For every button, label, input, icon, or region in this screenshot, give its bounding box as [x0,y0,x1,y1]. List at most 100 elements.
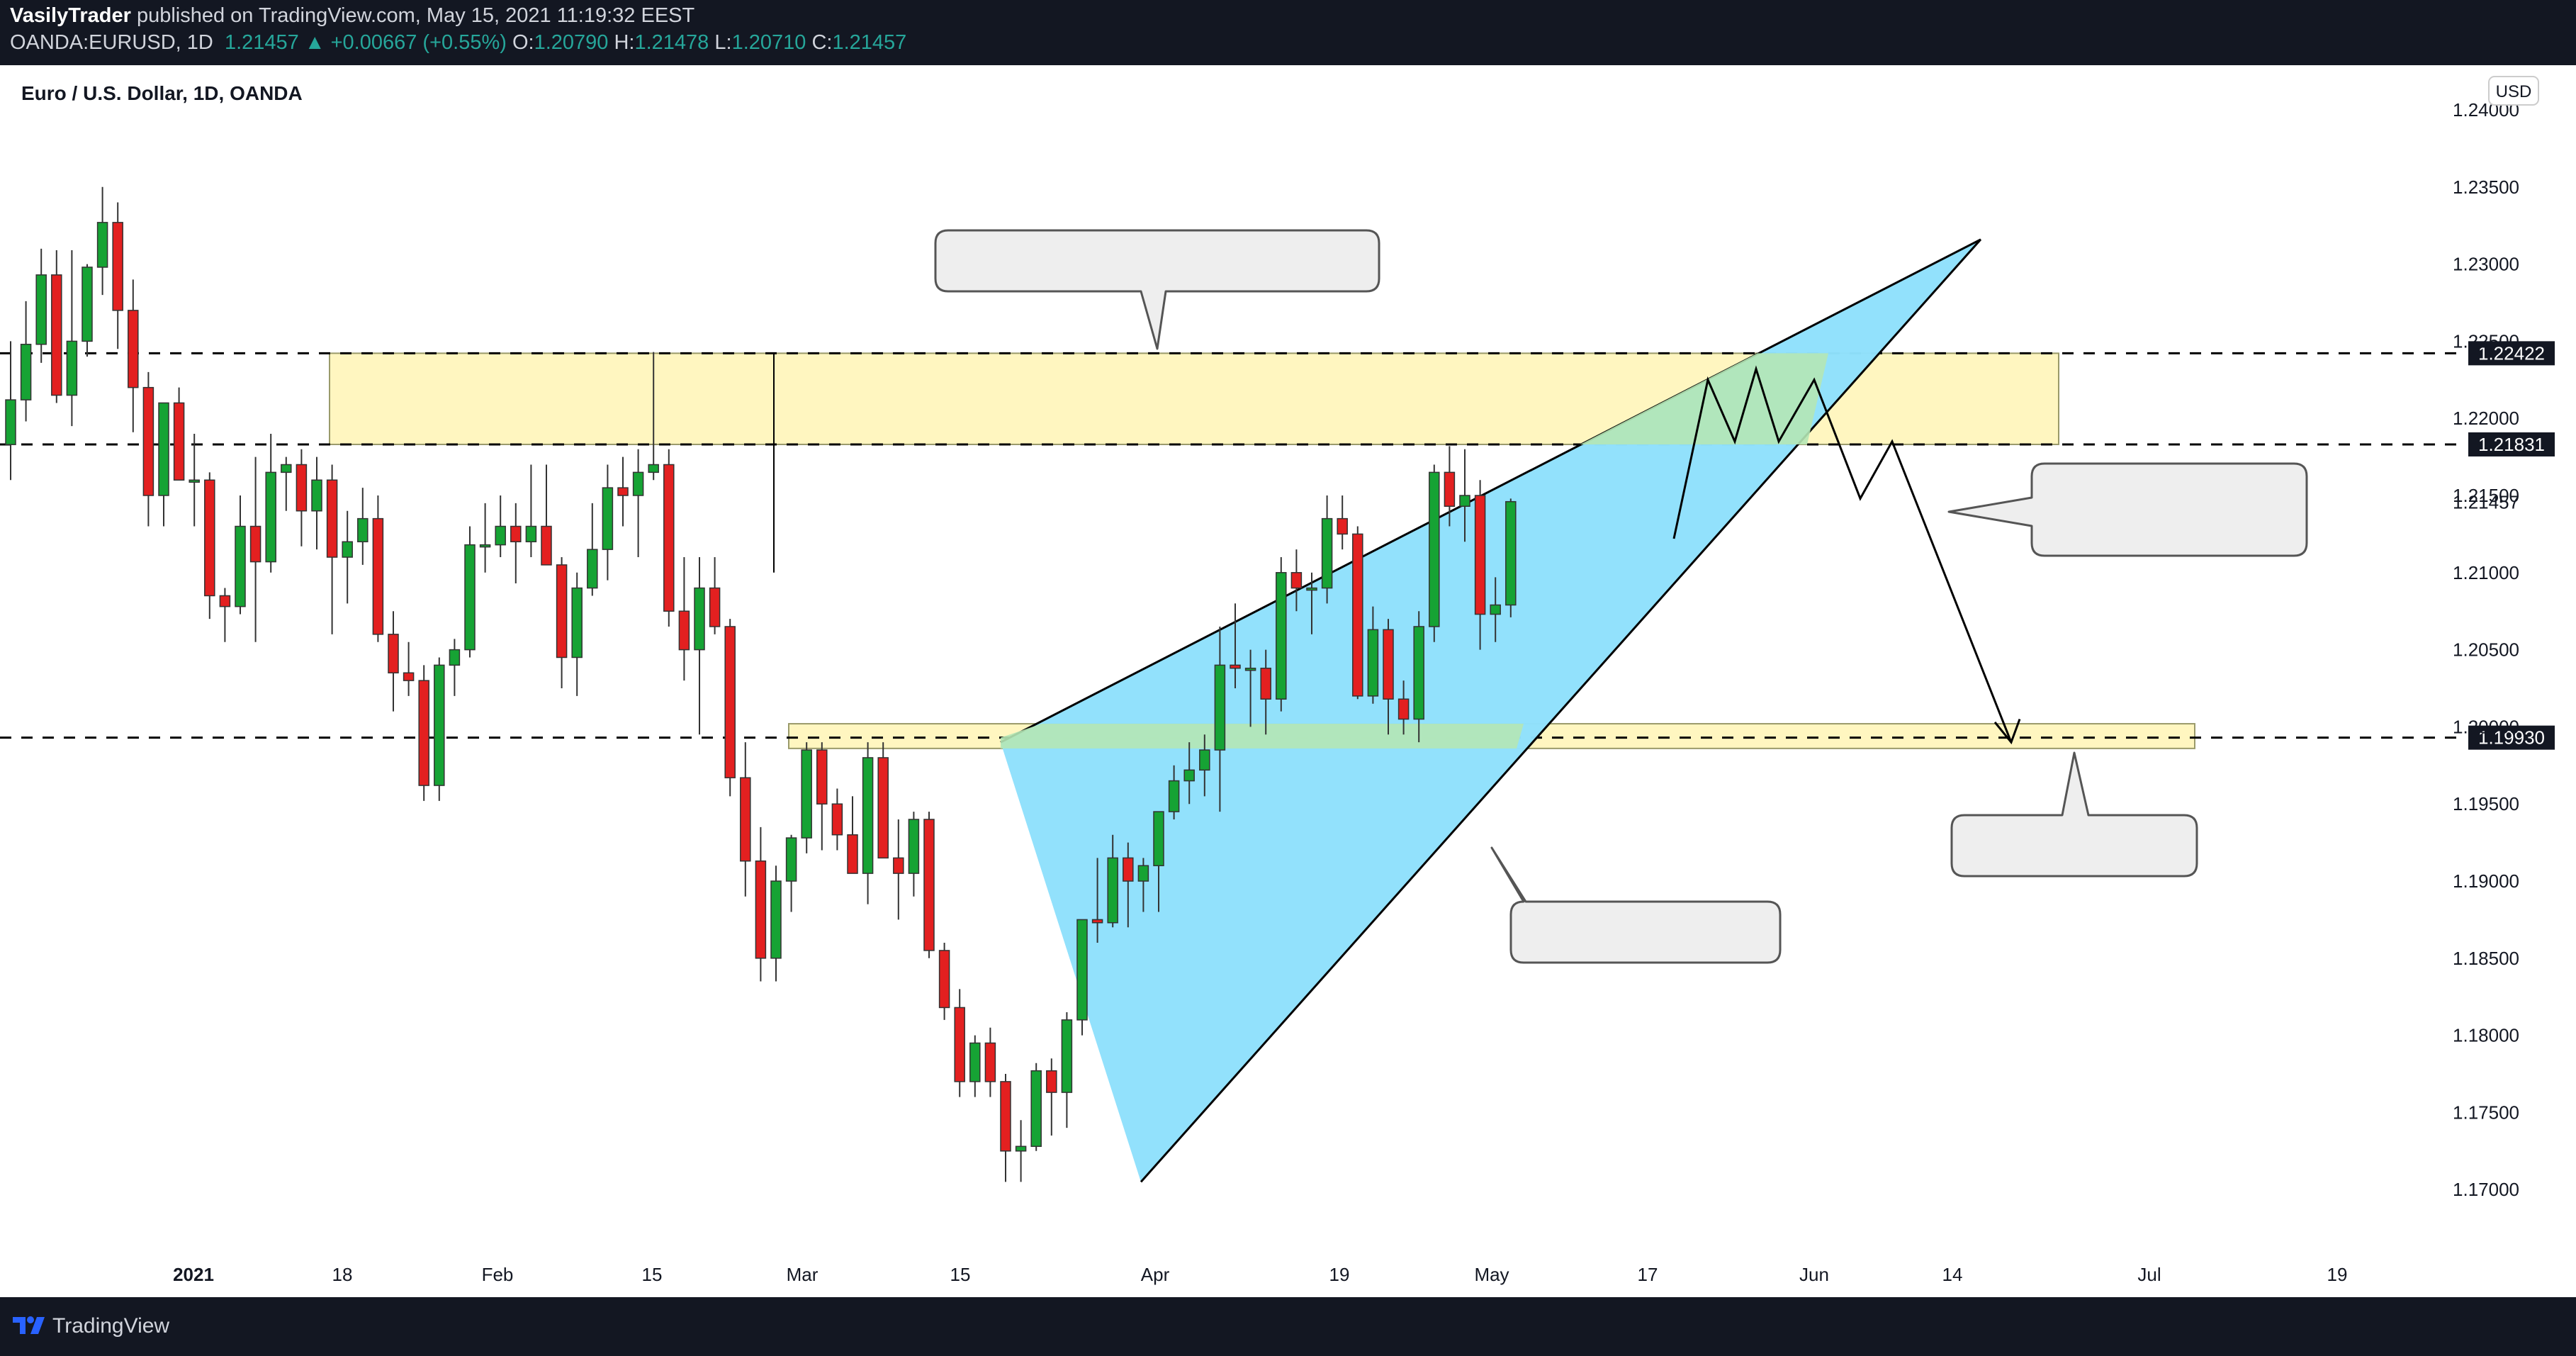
price-chart[interactable]: 1.22422 1.21831 1.21457 1.19930 Potential R… [0,65,2576,1297]
price-marker-label: 1.22422 [2478,342,2545,364]
y-tick-label: 1.23500 [2453,176,2519,198]
candle-body [632,471,644,496]
candle-body [265,471,276,563]
candle-body [189,479,200,483]
x-tick-label: 17 [1638,1264,1658,1285]
candle-body [602,487,614,550]
candle-body [694,587,705,651]
tradingview-logo-icon[interactable] [11,1313,47,1338]
candle-body [1429,471,1440,627]
open-value: 1.20790 [534,31,609,54]
callouts-layer: Potential Reversal ZoneWait & SellBear B… [934,229,2308,964]
x-tick-label: Apr [1141,1264,1170,1285]
symbol-label: OANDA:EURUSD, 1D [10,31,213,54]
candle-body [1123,857,1134,882]
candle-body [434,664,445,786]
candle-body [587,549,598,589]
currency-label: USD [2496,82,2532,101]
low-label: L: [714,31,732,54]
candle-body [847,834,858,874]
price-marker-label: 1.19930 [2478,727,2545,749]
support-zone-overlap [1001,724,1524,749]
candle-body [51,274,62,396]
candle-body [342,541,353,558]
low-value: 1.20710 [731,31,806,54]
x-tick-label: Jul [2137,1264,2161,1285]
x-tick-label: Feb [482,1264,514,1285]
candle-body [219,595,231,607]
candle-body [1290,572,1303,589]
tradingview-brand[interactable]: TradingView [52,1314,170,1338]
candle-body [479,544,491,548]
projected-path-arrowhead [1993,719,2021,745]
price-marker-box [2468,725,2555,750]
candle-body [1137,865,1149,882]
candle-body [1321,517,1333,589]
y-tick-label: 1.19000 [2453,870,2519,892]
candle-body [908,819,920,874]
candle-body [648,464,659,474]
publish-info: VasilyTrader published on TradingView.co… [10,4,694,28]
candle-body [1061,1019,1073,1093]
x-tick-label: 18 [332,1264,353,1285]
candle-body [984,1042,996,1082]
candle-body [510,525,522,543]
candle-body [1244,667,1256,671]
candle-body [112,222,123,311]
y-tick-label: 1.17500 [2453,1102,2519,1123]
rising-wedge-callout-bubble [1490,846,1782,964]
price-axis[interactable]: 1.240001.235001.230001.225001.220001.215… [2453,99,2519,1200]
candle-body [862,757,874,874]
y-tick-label: 1.17000 [2453,1179,2519,1200]
y-tick-label: 1.23000 [2453,254,2519,275]
candle-body [326,479,338,558]
y-tick-label: 1.21000 [2453,562,2519,583]
candle-body [464,544,476,651]
candle-body [311,479,322,512]
candle-body [1076,919,1088,1021]
wait-sell-callout-bubble [1947,462,2308,557]
x-tick-label: 19 [2327,1264,2348,1285]
candle-body [128,310,139,388]
candle-body [893,857,904,874]
candle-body [1046,1070,1057,1093]
price-marker-box [2468,341,2555,366]
key-support-callout-bubble [1950,751,2198,878]
candle-body [969,1042,981,1082]
candle-body [1397,698,1410,720]
candle-body [1490,604,1501,615]
published-text: published on TradingView.com, May 15, 20… [136,4,695,27]
candle-body [525,525,537,543]
y-tick-label: 1.22500 [2453,330,2519,352]
currency-badge[interactable] [2488,76,2539,106]
candle-body [1352,533,1363,697]
candle-body [20,344,32,400]
candle-body [1459,495,1470,507]
time-axis[interactable]: 2021 18 Feb 15 Mar 15 Apr 19 May 17 Jun 14 Jul 19 [173,1264,2347,1285]
candle-body [571,587,583,659]
candle-body [449,649,461,666]
candle-body [1030,1070,1042,1148]
high-label: H: [614,31,635,54]
candle-body [709,587,721,627]
candle-body [1168,780,1180,812]
price-marker-label: 1.21831 [2478,434,2545,455]
wedge-layer [1000,238,2021,1183]
candle-body [1337,517,1348,535]
candle-body [66,340,78,396]
x-tick-label: Mar [787,1264,819,1285]
close-label: C: [811,31,833,54]
candle-body [541,525,552,566]
candle-body [877,757,889,859]
publisher-name[interactable]: VasilyTrader [10,4,131,27]
candle-body [1383,629,1394,700]
candle-body [1367,629,1379,697]
candle-body [785,837,797,882]
candle-body [357,517,369,543]
candle-body [740,777,751,862]
wedge-upper-line [1000,238,1981,744]
y-tick-label: 1.20500 [2453,639,2519,661]
candle-body [1091,919,1103,924]
candle-body [1015,1145,1027,1152]
candle-body [678,610,690,651]
